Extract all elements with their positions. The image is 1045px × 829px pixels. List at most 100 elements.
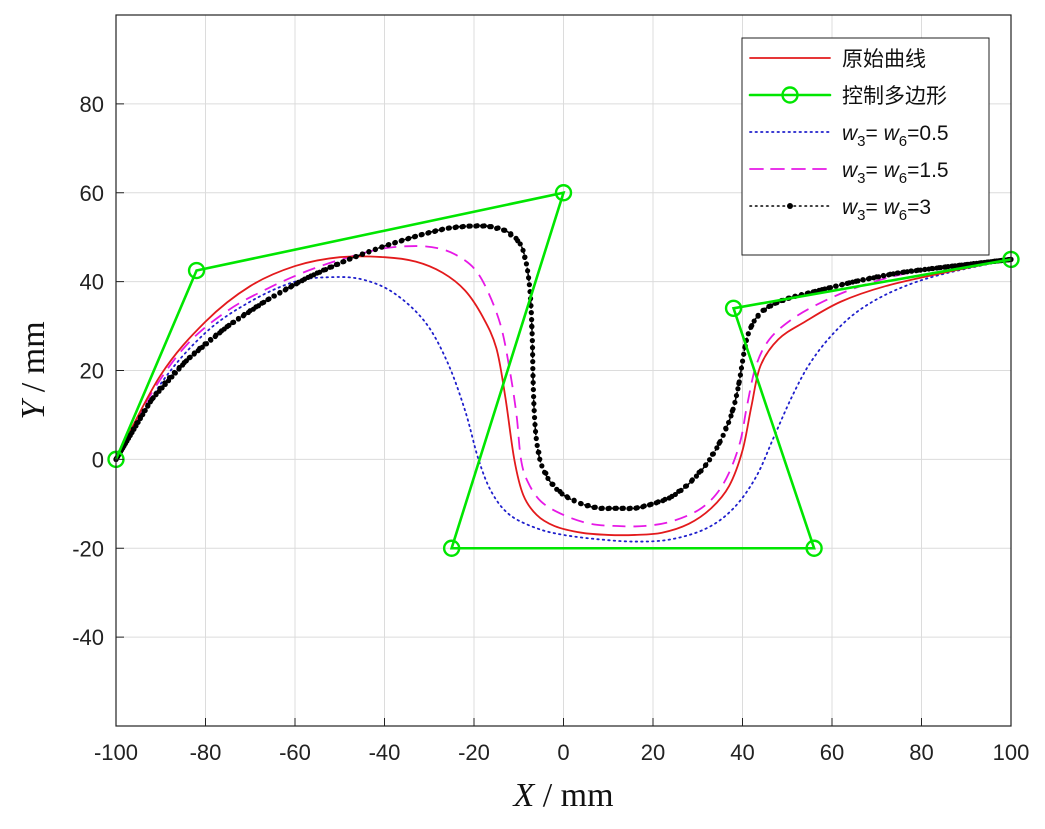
- series-w3-point: [130, 426, 136, 432]
- y-axis-variable: Y: [15, 398, 52, 420]
- series-w3-point: [320, 267, 327, 273]
- series-w3-point: [693, 473, 700, 479]
- series-w3-point: [197, 345, 203, 351]
- y-tick-label-4: 40: [80, 270, 104, 295]
- series-w3-point: [751, 318, 757, 324]
- series-w3-point: [666, 495, 672, 501]
- series-w3-point: [386, 242, 392, 248]
- series-w3-point: [943, 264, 949, 270]
- series-w3-point: [460, 223, 466, 230]
- series-w3-point: [529, 338, 535, 344]
- series-w3-point: [157, 385, 163, 391]
- series-w3-point: [549, 481, 555, 487]
- series-w3-point: [399, 237, 405, 243]
- series-w3-point: [710, 451, 716, 457]
- series-w3-point: [467, 223, 473, 229]
- series-w3-point: [728, 413, 734, 419]
- x-tick-label-8: 60: [820, 740, 844, 765]
- control-point-4: [805, 539, 823, 557]
- control-point-5: [724, 299, 743, 317]
- series-layer: [107, 184, 1020, 557]
- series-w3-point: [366, 248, 372, 255]
- series-w3-point: [253, 304, 259, 310]
- series-w3-point: [218, 328, 225, 334]
- series-w3-point: [353, 253, 359, 260]
- control-point-2: [554, 184, 573, 202]
- series-w3-point: [706, 457, 713, 463]
- series-w3-point: [591, 504, 597, 511]
- y-axis-label: Y / mm: [15, 321, 52, 419]
- series-w3-point: [271, 293, 277, 299]
- series-w3-point: [529, 331, 535, 337]
- series-w3-point: [359, 251, 365, 257]
- series-w3-point: [186, 355, 192, 361]
- series-w3-point: [333, 261, 339, 268]
- series-w3-point: [259, 300, 265, 306]
- series-w3-point: [446, 225, 453, 231]
- series-w3-point: [406, 235, 412, 241]
- series-w3-point: [265, 296, 271, 303]
- control-point-1: [187, 261, 206, 280]
- series-w3-point: [530, 379, 536, 386]
- series-w3-point: [598, 505, 604, 512]
- series-w3-point: [525, 275, 532, 281]
- series-w3-point: [529, 324, 535, 330]
- y-tick-label-0: -40: [72, 625, 104, 650]
- y-tick-label-6: 80: [80, 92, 104, 117]
- series-w3-point: [207, 336, 214, 343]
- series-w3-point: [633, 505, 639, 511]
- legend-label-3: w3= w6=1.5: [842, 159, 949, 187]
- series-w3-point: [277, 289, 283, 296]
- series-w3-point: [191, 350, 198, 356]
- x-tick-label-7: 40: [730, 740, 754, 765]
- series-w3-point: [745, 331, 751, 337]
- series-w3-point: [528, 310, 534, 316]
- series-w3-point: [529, 345, 536, 351]
- legend-label-4: w3= w6=3: [842, 196, 931, 224]
- series-w3-point: [733, 392, 740, 399]
- series-w3-point: [372, 246, 379, 252]
- series-w3-point: [531, 393, 537, 400]
- series-w3-point: [529, 317, 535, 323]
- legend-label-0: 原始曲线: [842, 47, 926, 71]
- series-w3-point: [439, 226, 446, 232]
- series-w3-point: [517, 241, 523, 247]
- series-w3-point: [726, 419, 732, 426]
- series-w3-point: [379, 244, 385, 250]
- series-w3-point: [737, 372, 743, 378]
- series-w3-point: [535, 449, 541, 455]
- x-tick-label-3: -40: [369, 740, 401, 765]
- y-tick-label-3: 20: [80, 359, 104, 384]
- series-w3-point: [525, 268, 531, 274]
- series-w3-point: [819, 287, 825, 293]
- y-tick-label-5: 60: [80, 181, 104, 206]
- series-w3-point: [530, 352, 536, 358]
- series-w3-point: [137, 414, 144, 420]
- series-w3-point: [530, 386, 536, 393]
- legend-marker-1: [781, 86, 799, 104]
- series-w05-line: [115, 258, 1012, 543]
- series-w3-point: [626, 505, 632, 512]
- series-w3-point: [481, 223, 487, 229]
- series-w3-point: [853, 278, 859, 284]
- series-w3-point: [723, 426, 729, 432]
- series-w3-point: [619, 505, 625, 511]
- series-w3-point: [176, 364, 182, 371]
- series-w3-point: [929, 265, 935, 272]
- series-w3-point: [678, 487, 684, 493]
- series-w3-point: [537, 456, 543, 462]
- series-w3-point: [584, 503, 590, 509]
- series-w3-point: [735, 386, 741, 392]
- series-w3-point: [915, 267, 921, 273]
- series-w3-point: [554, 486, 560, 492]
- series-w3-point: [230, 319, 236, 326]
- series-w3-point: [171, 369, 177, 376]
- series-w3-point: [426, 229, 432, 236]
- series-w3-point: [412, 233, 419, 239]
- series-w3-point: [202, 341, 208, 347]
- series-w3-point: [162, 380, 168, 386]
- series-w3-point: [530, 373, 536, 379]
- series-w3-point: [908, 268, 914, 274]
- series-w3-point: [846, 280, 852, 286]
- series-w3-point: [873, 274, 880, 280]
